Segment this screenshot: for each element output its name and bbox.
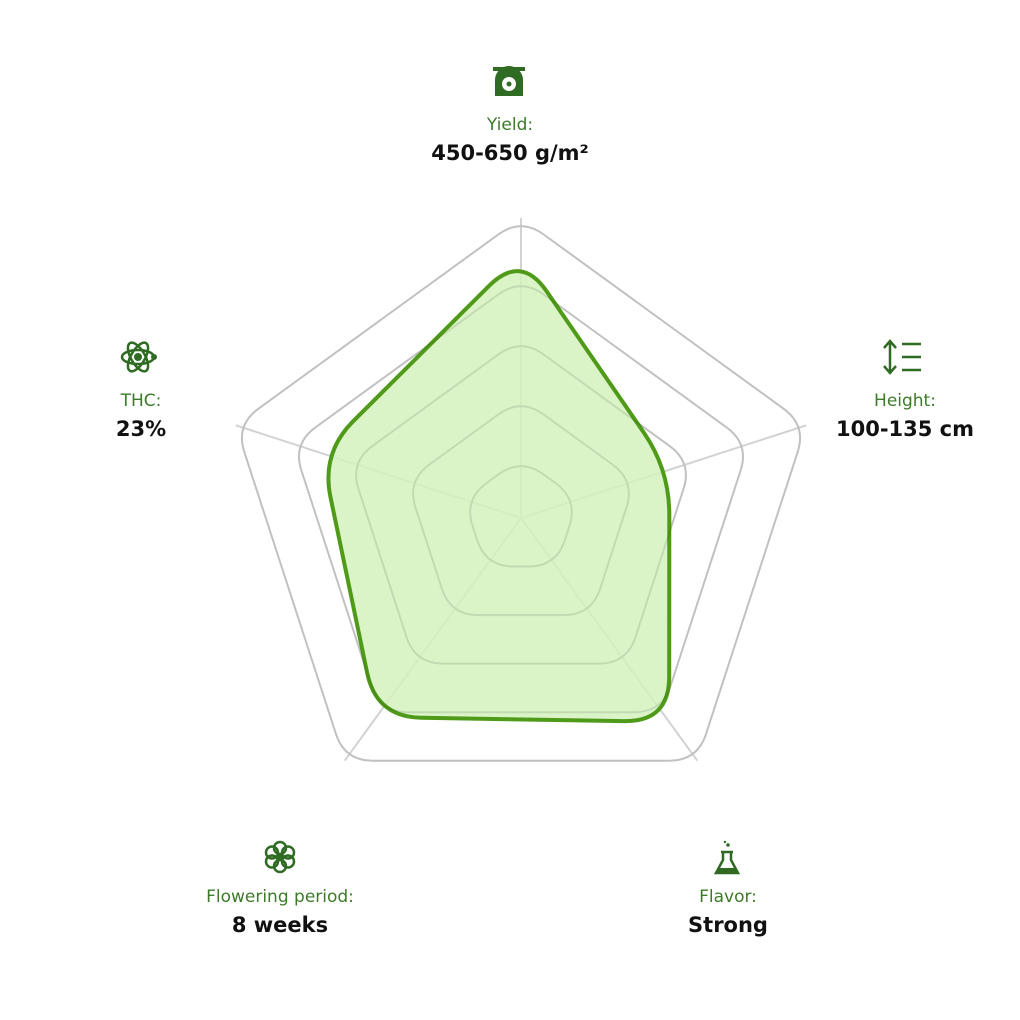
grid-ring-overlay (355, 345, 687, 665)
axis-label: Flavor: (699, 887, 757, 907)
flavor-icon (713, 840, 741, 875)
grid-ring-overlay (240, 225, 802, 762)
plot (240, 225, 802, 762)
axis-detail: 100-135 cm (836, 417, 974, 441)
grid-ring (240, 225, 802, 762)
axis-detail: 8 weeks (232, 913, 328, 937)
axis-detail: 23% (116, 417, 166, 441)
radar-area (326, 269, 672, 724)
grid-ring-overlay (469, 465, 573, 568)
axis-detail: Strong (688, 913, 768, 937)
flowering-icon (264, 840, 296, 874)
axis-label: Yield: (486, 115, 533, 135)
grid-ring-overlay (412, 405, 630, 617)
height-icon (883, 339, 921, 375)
labels: Yield: 450-650 g/m² Height: 100-135 cm Flavo… (116, 115, 974, 937)
yield-icon (493, 66, 525, 96)
thc-icon (120, 341, 157, 373)
axis-label: Height: (874, 391, 936, 411)
axis-detail: 450-650 g/m² (431, 141, 588, 165)
axis-label: THC: (120, 391, 162, 411)
axis-label: Flowering period: (206, 887, 354, 907)
grid-ring-overlay (298, 285, 744, 714)
